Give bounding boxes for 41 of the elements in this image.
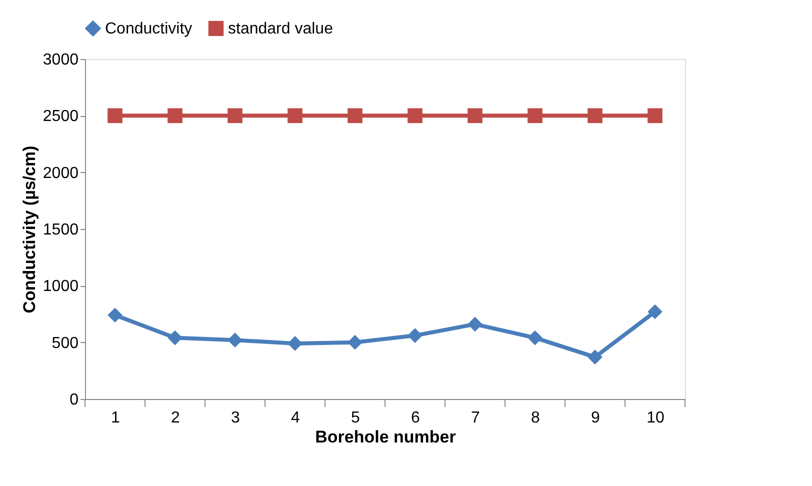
x-tick-label: 10 (646, 410, 664, 426)
x-tick-label: 2 (171, 410, 180, 426)
x-tick-label: 4 (291, 410, 300, 426)
point (468, 316, 482, 332)
point (408, 108, 422, 124)
x-axis-title: Borehole number (315, 428, 456, 446)
x-tick-label: 6 (411, 410, 420, 426)
point (228, 108, 242, 124)
x-tick-label: 1 (111, 410, 120, 426)
point (588, 108, 602, 124)
y-tick-label: 3000 (42, 52, 79, 68)
point (528, 330, 542, 346)
x-tick-label: 5 (351, 410, 360, 426)
y-tick-label: 2500 (42, 108, 79, 126)
point (228, 332, 242, 348)
y-axis-title: Conductivity (µs/cm) (20, 146, 39, 314)
point (288, 108, 302, 124)
y-tick-label: 1500 (42, 222, 79, 238)
y-tick-label: 1000 (42, 278, 79, 296)
y-tick-label: 0 (70, 392, 79, 408)
point (288, 336, 302, 351)
point (648, 108, 662, 124)
legend-label: standard value (228, 20, 334, 38)
point (528, 108, 542, 124)
y-tick-label: 2000 (42, 164, 79, 182)
y-tick-label: 500 (52, 334, 79, 352)
point (348, 108, 362, 124)
point (348, 334, 362, 350)
point (408, 328, 422, 343)
point (108, 308, 122, 323)
point (588, 350, 602, 364)
point (468, 108, 482, 124)
point (168, 108, 182, 124)
point (648, 304, 662, 320)
legend-label: Conductivity (105, 20, 192, 38)
x-tick-label: 3 (231, 410, 240, 426)
x-tick-label: 7 (471, 410, 480, 426)
x-tick-label: 8 (531, 410, 540, 426)
point (108, 108, 122, 124)
point (168, 330, 182, 346)
x-tick-label: 9 (591, 410, 600, 426)
